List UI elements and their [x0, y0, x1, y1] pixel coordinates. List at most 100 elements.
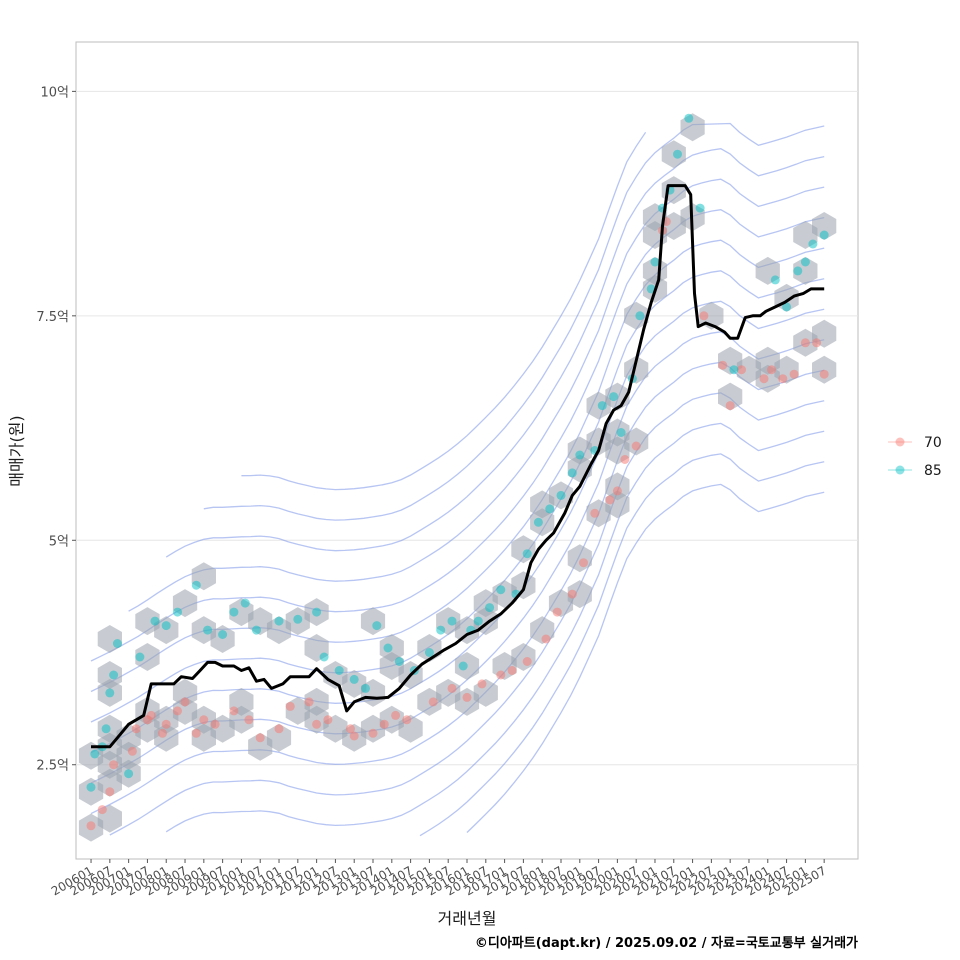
hexbin	[567, 580, 592, 609]
data-point-70	[789, 369, 799, 379]
data-point-85	[782, 302, 792, 312]
density-contour	[165, 422, 825, 833]
data-point-70	[368, 728, 378, 738]
data-point-70	[210, 719, 220, 729]
hexbin	[304, 687, 329, 716]
data-point-85	[597, 401, 607, 411]
legend-key-85-icon	[895, 465, 905, 475]
data-point-70	[477, 679, 487, 689]
data-point-85	[124, 769, 134, 779]
legend-label-70: 70	[924, 435, 942, 451]
data-point-85	[673, 149, 682, 159]
data-point-85	[334, 666, 344, 675]
data-point-70	[800, 338, 810, 348]
x-axis-title: 거래년월	[438, 909, 497, 928]
data-point-85	[819, 230, 829, 240]
density-contour	[241, 131, 647, 491]
data-point-85	[473, 616, 483, 626]
data-point-85	[533, 517, 543, 527]
density-contour	[90, 361, 825, 815]
data-point-70	[379, 719, 389, 729]
hexbin	[248, 732, 273, 761]
y-axis-title: 매매가(원)	[7, 415, 26, 486]
hexbin	[135, 607, 160, 636]
data-point-85	[383, 643, 393, 653]
legend: 70 85	[888, 435, 942, 479]
data-point-70	[105, 787, 115, 797]
data-point-70	[127, 746, 137, 756]
data-point-70	[255, 733, 265, 743]
data-point-70	[812, 338, 822, 348]
y-tick-label: 10억	[40, 85, 69, 100]
data-point-70	[605, 495, 615, 505]
data-point-85	[567, 468, 577, 478]
data-point-85	[447, 616, 457, 626]
hexbin	[266, 723, 292, 752]
density-contour	[109, 392, 825, 836]
data-point-85	[86, 782, 96, 792]
data-point-85	[695, 203, 705, 213]
data-point-70	[229, 706, 239, 716]
data-point-70	[199, 715, 209, 725]
data-point-85	[191, 580, 201, 590]
data-point-70	[191, 728, 201, 738]
data-point-85	[770, 275, 780, 285]
data-point-70	[158, 728, 167, 738]
data-point-70	[285, 701, 295, 711]
data-point-85	[485, 603, 495, 613]
data-point-70	[391, 710, 401, 720]
data-point-70	[552, 607, 562, 617]
data-point-70	[274, 724, 284, 734]
data-point-85	[684, 113, 694, 123]
data-point-85	[173, 607, 182, 617]
data-point-70	[718, 360, 728, 370]
data-point-85	[496, 585, 506, 595]
data-point-85	[274, 616, 284, 626]
data-point-85	[252, 625, 261, 635]
data-point-85	[319, 652, 329, 662]
hexbin	[812, 355, 837, 384]
data-point-85	[150, 616, 160, 626]
data-point-85	[609, 392, 619, 402]
data-point-70	[462, 692, 472, 702]
data-point-70	[349, 731, 359, 741]
hexbin	[718, 382, 743, 411]
data-point-85	[650, 257, 660, 267]
data-point-85	[808, 239, 818, 249]
hexbin	[154, 705, 179, 734]
data-point-70	[161, 719, 171, 729]
data-point-85	[436, 625, 446, 635]
legend-entry-85[interactable]: 85	[888, 463, 942, 479]
data-point-85	[793, 266, 803, 276]
data-point-85	[522, 549, 532, 559]
data-point-85	[545, 504, 555, 514]
hexbin	[793, 256, 818, 285]
data-point-70	[402, 715, 412, 725]
data-point-70	[447, 683, 457, 693]
data-point-85	[800, 257, 810, 267]
legend-entry-70[interactable]: 70	[888, 435, 942, 451]
data-point-85	[229, 607, 239, 617]
legend-label-85: 85	[924, 463, 942, 479]
density-contour	[466, 483, 825, 833]
data-point-70	[304, 697, 314, 707]
y-tick-label: 2.5억	[36, 759, 69, 774]
hexbin	[624, 427, 649, 456]
data-point-70	[699, 311, 709, 321]
data-point-70	[541, 634, 551, 644]
data-point-70	[507, 666, 517, 675]
data-point-70	[590, 508, 600, 518]
hexbin	[78, 777, 104, 806]
data-point-85	[90, 749, 100, 759]
data-point-70	[567, 589, 577, 599]
data-point-70	[725, 401, 735, 411]
data-point-70	[612, 486, 622, 496]
y-tick-label: 5억	[49, 534, 69, 549]
data-point-85	[616, 428, 626, 437]
data-point-85	[112, 639, 122, 648]
data-point-85	[161, 621, 171, 631]
density-contour	[165, 148, 825, 558]
data-point-70	[180, 697, 190, 707]
hexbin	[135, 643, 160, 671]
hexbin	[567, 436, 592, 465]
